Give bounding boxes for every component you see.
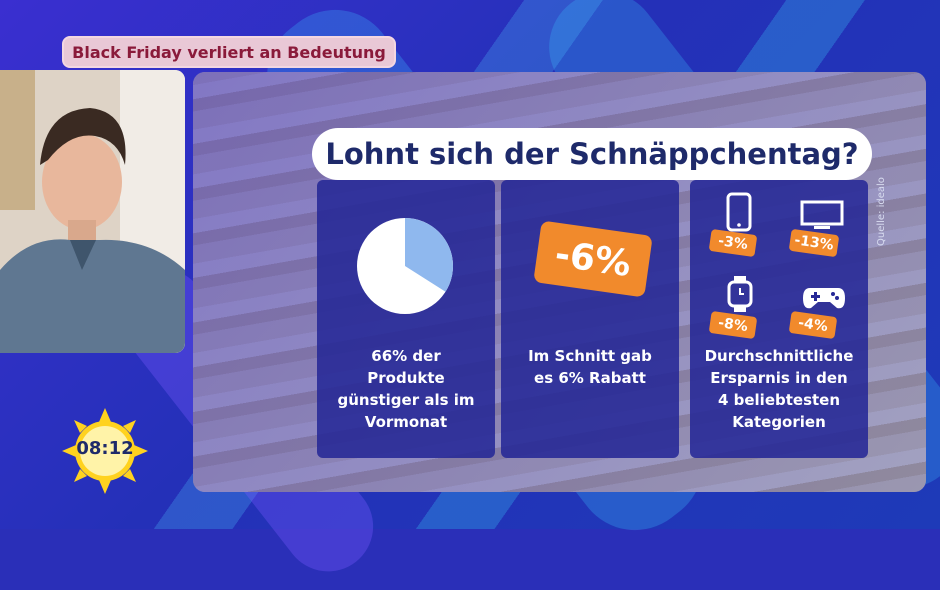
caption-line: Durchschnittliche [704,347,854,365]
tag-gamepad: -4% [788,310,838,340]
smartphone-icon [726,192,752,232]
infographic-title-box: Lohnt sich der Schnäppchentag? [312,128,872,180]
caption-line: Produkte [367,369,445,387]
panel2-caption: Im Schnitt gab es 6% Rabatt [501,345,679,389]
banner-text: Black Friday verliert an Bedeutung [72,42,386,62]
caption-line: 66% der [371,347,441,365]
sun-icon [62,408,148,494]
gamepad-icon [803,288,845,309]
presenter-illustration [0,70,185,353]
panel-average-discount: -6% Im Schnitt gab es 6% Rabatt [501,180,679,458]
caption-line: Ersparnis in den [710,369,848,387]
discount-tag: -6% [533,220,653,298]
caption-line: Kategorien [732,413,826,431]
infographic-title: Lohnt sich der Schnäppchentag? [325,137,859,171]
sun-clock: 08:12 [62,408,148,494]
pie-chart [357,218,453,314]
news-banner: Black Friday verliert an Bedeutung [62,36,396,68]
tag-smartphone: -3% [708,228,758,258]
tag-smartwatch: -8% [708,310,758,340]
caption-line: Im Schnitt gab [528,347,652,365]
caption-line: 4 beliebtesten [717,391,841,409]
tag-tv: -13% [788,228,840,258]
panel-price-share: 66% der Produkte günstiger als im Vormon… [317,180,495,458]
panel3-caption: Durchschnittliche Ersparnis in den 4 bel… [690,345,868,433]
panel1-caption: 66% der Produkte günstiger als im Vormon… [317,345,495,433]
smartwatch-icon [727,276,753,312]
presenter-video-inset [0,70,185,353]
caption-line: Vormonat [364,413,448,431]
pie-slice-remaining [405,218,453,292]
source-label: Quelle: idealo [876,177,887,246]
caption-line: es 6% Rabatt [534,369,646,387]
caption-line: günstiger als im [337,391,475,409]
panel-categories: -3% -13% -8% -4% Durchschnittliche Erspa… [690,180,868,458]
clock-time: 08:12 [76,438,134,459]
tv-icon [800,200,844,229]
